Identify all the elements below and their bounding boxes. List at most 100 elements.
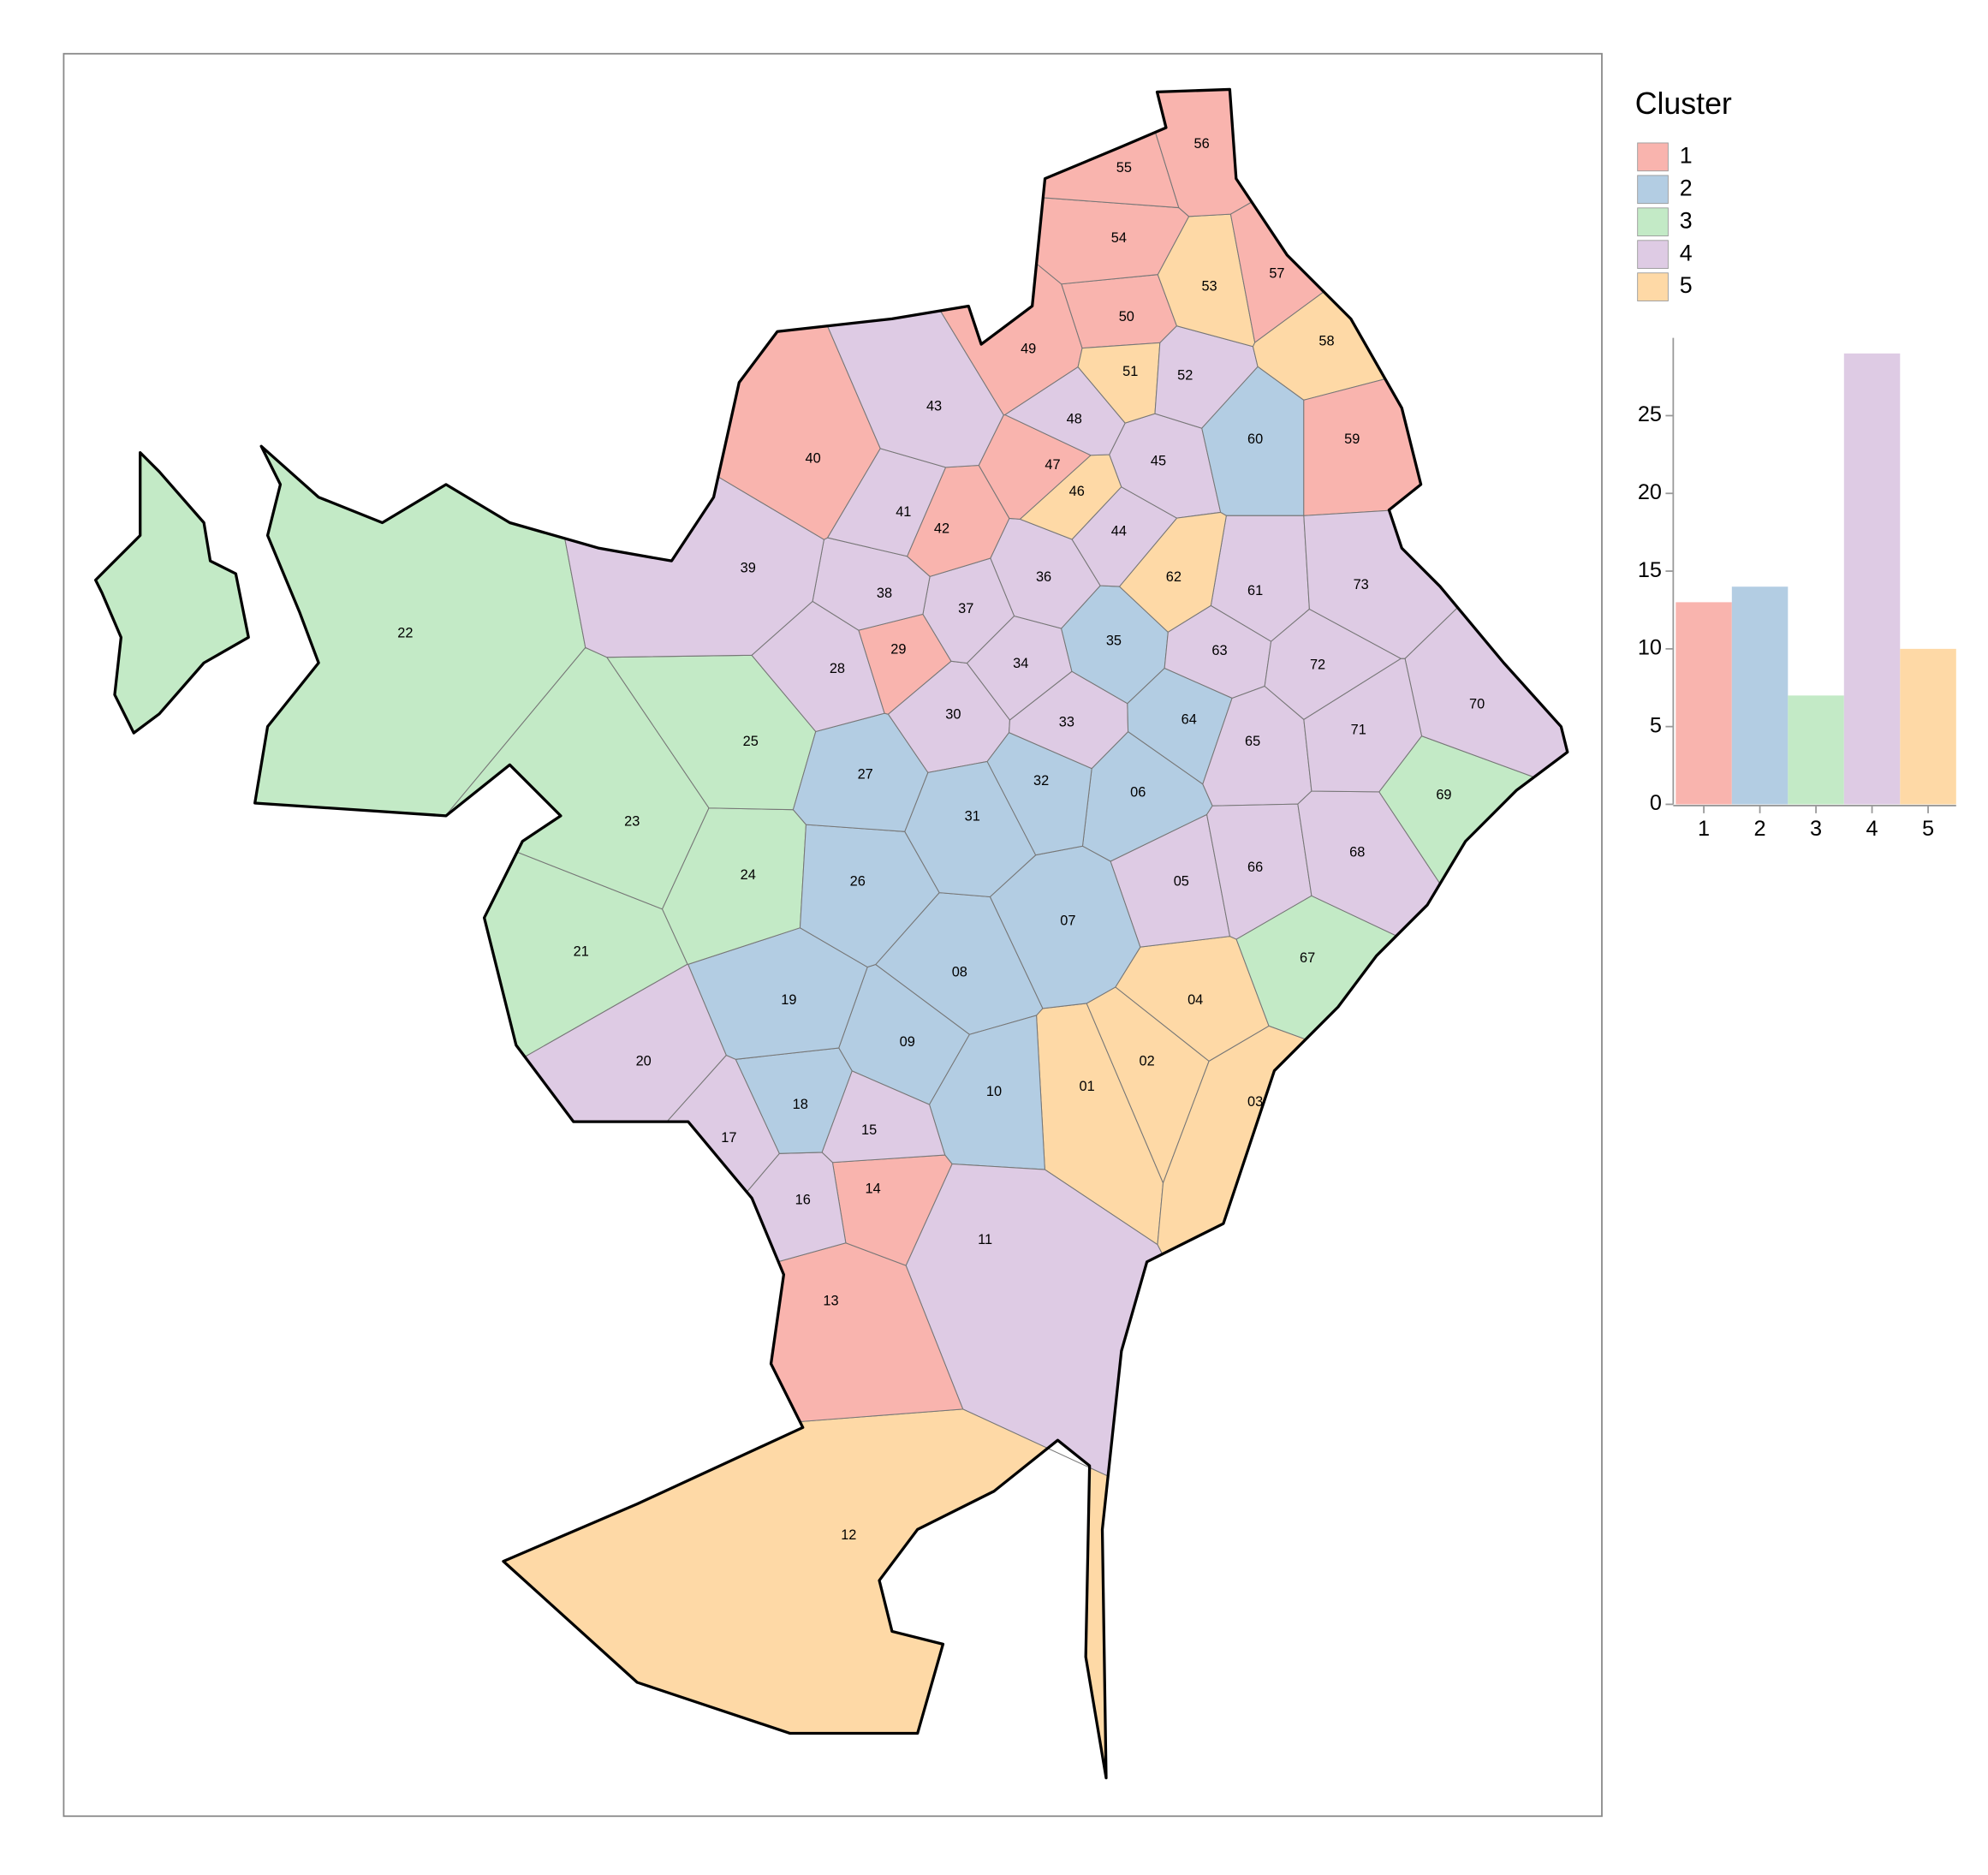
neighborhood-label: 73 [1354,577,1369,592]
neighborhood-label: 05 [1174,874,1189,890]
neighborhood-label: 54 [1111,230,1127,246]
neighborhood-label: 13 [823,1293,838,1308]
legend-label: 1 [1680,142,1693,168]
neighborhood-label: 61 [1247,583,1263,598]
neighborhood-label: 27 [858,767,873,783]
legend-swatch [1637,207,1669,237]
neighborhood-label: 28 [830,661,845,676]
city-outline [93,451,250,735]
neighborhood-label: 56 [1194,136,1210,152]
x-tick-label: 2 [1754,817,1766,841]
neighborhood-label: 02 [1140,1053,1155,1068]
neighborhood-label: 60 [1247,432,1263,447]
neighborhood-label: 55 [1116,160,1132,176]
neighborhood-label: 36 [1036,569,1051,585]
neighborhood-label: 71 [1351,722,1366,737]
neighborhood-label: 57 [1269,266,1284,282]
neighborhood-label: 17 [721,1130,736,1146]
neighborhood-label: 58 [1318,333,1334,348]
legend-title: Cluster [1635,86,1732,121]
neighborhood-label: 63 [1211,643,1227,658]
neighborhood-label: 10 [986,1084,1002,1099]
neighborhood-label: 50 [1119,309,1134,324]
neighborhood-label: 35 [1106,633,1122,648]
neighborhood-label: 46 [1069,484,1085,499]
neighborhood-label: 21 [574,943,589,959]
neighborhood-label: 29 [890,642,906,658]
y-tick-label: 5 [1650,713,1662,737]
neighborhood-label: 64 [1181,712,1197,728]
y-tick-label: 20 [1638,480,1662,504]
neighborhood-label: 03 [1247,1094,1263,1110]
legend-swatch [1637,175,1669,205]
neighborhood-label: 37 [958,601,973,616]
neighborhood-label: 25 [743,734,759,749]
city-outline [253,87,1569,1780]
neighborhood-label: 33 [1059,715,1074,730]
legend-label: 3 [1680,207,1693,233]
neighborhood-label: 69 [1436,787,1451,802]
neighborhood-label: 14 [865,1181,880,1196]
neighborhood-label: 38 [877,586,892,601]
neighborhood-label: 68 [1349,844,1365,860]
neighborhood-label: 22 [397,625,413,640]
bar [1843,353,1901,805]
neighborhood-label: 72 [1310,658,1325,673]
neighborhood-label: 53 [1201,278,1217,294]
legend-swatch [1637,240,1669,270]
neighborhood-label: 11 [978,1232,992,1247]
neighborhood-label: 19 [781,992,796,1008]
neighborhood-label: 70 [1469,697,1485,712]
neighborhood-label: 52 [1177,368,1193,384]
legend-label: 2 [1680,175,1693,200]
bar [1676,602,1732,805]
neighborhood-label: 16 [795,1193,811,1208]
y-tick-label: 15 [1638,558,1662,582]
neighborhood-label: 30 [945,707,961,723]
neighborhood-label: 45 [1151,453,1166,468]
neighborhood-label: 43 [926,398,942,414]
legend: 1 2 3 4 5 [1637,142,1693,301]
map: 01 02 03 04 05 06 07 08 09 10 11 12 13 14 15 16 17 18 19 20… [93,87,1569,1780]
neighborhood-label: 12 [841,1527,856,1543]
neighborhood-label: 20 [636,1053,652,1068]
neighborhood-label: 59 [1344,432,1360,447]
neighborhood-label: 34 [1013,656,1028,671]
bar-chart: 0 5 10 15 20 25 1 2 3 4 5 [1638,337,1956,841]
neighborhood-label: 24 [741,867,756,883]
neighborhood-label: 67 [1300,950,1315,966]
neighborhood-label: 31 [965,809,980,824]
neighborhood-label: 18 [793,1097,808,1112]
legend-swatch [1637,142,1669,172]
neighborhood-label: 48 [1067,411,1082,426]
neighborhood-label: 40 [806,450,821,466]
neighborhood-label: 23 [624,814,640,830]
neighborhood-label: 47 [1045,457,1060,473]
neighborhood-label: 26 [850,874,866,890]
legend-swatch [1637,272,1669,301]
neighborhood-label: 01 [1080,1079,1095,1094]
bar [1900,648,1956,805]
neighborhood-label: 41 [896,504,911,520]
neighborhood-label: 51 [1122,364,1138,379]
y-tick-label: 25 [1638,402,1662,426]
legend-label: 4 [1680,240,1693,265]
neighborhood-label: 09 [900,1034,915,1050]
neighborhood-label: 08 [952,964,967,979]
neighborhood-label: 44 [1111,523,1127,539]
bar [1788,695,1844,805]
x-tick-label: 3 [1810,817,1822,841]
neighborhood-label: 06 [1130,784,1146,800]
x-tick-label: 1 [1698,817,1710,841]
neighborhood-label: 39 [741,560,756,575]
map-frame [62,52,1603,1818]
x-tick-label: 4 [1866,817,1878,841]
x-tick-label: 5 [1922,817,1934,841]
neighborhood-label: 32 [1033,773,1049,789]
neighborhood-label: 15 [861,1122,877,1138]
legend-label: 5 [1680,272,1693,298]
neighborhood-label: 62 [1166,569,1181,585]
neighborhood-label: 04 [1187,992,1203,1008]
